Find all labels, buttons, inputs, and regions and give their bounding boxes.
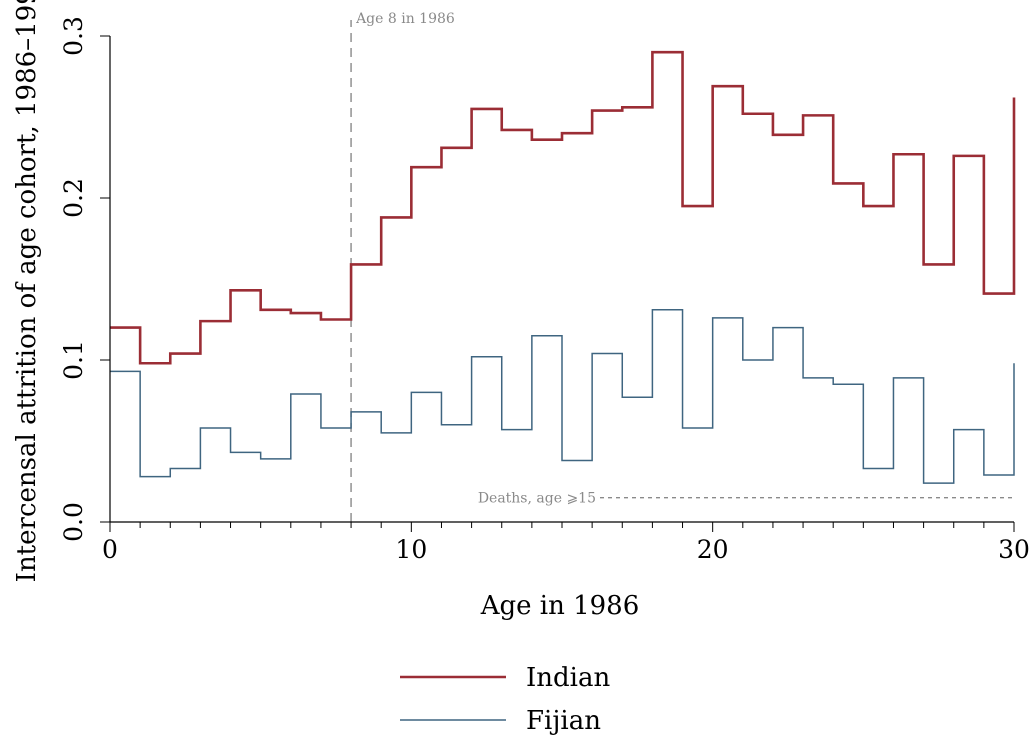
- legend-label-fijian: Fijian: [526, 706, 601, 736]
- x-axis-title: Age in 1986: [480, 591, 640, 621]
- x-tick-label: 10: [395, 535, 427, 564]
- y-axis-title: Intercensal attrition of age cohort, 198…: [12, 0, 42, 582]
- y-tick-label: 0.3: [59, 16, 88, 56]
- x-tick-label: 30: [998, 535, 1030, 564]
- x-tick-label: 20: [697, 535, 729, 564]
- series-line-fijian: [110, 309, 1015, 484]
- y-tick-label: 0.2: [59, 178, 88, 218]
- x-tick-label: 0: [102, 535, 118, 564]
- series-line-indian: [110, 50, 1016, 365]
- y-tick-label: 0.1: [59, 340, 88, 380]
- y-tick-label: 0.0: [59, 502, 88, 542]
- reference-label-age8: Age 8 in 1986: [355, 11, 455, 27]
- reference-lines: Age 8 in 1986 Deaths, age ⩾15: [350, 11, 1014, 522]
- legend-label-indian: Indian: [526, 663, 610, 693]
- reference-label-deaths: Deaths, age ⩾15: [478, 491, 596, 507]
- series-layer: [110, 50, 1016, 484]
- axes: 0 10 20 30 0.0 0.1 0.2 0.3: [59, 16, 1030, 564]
- legend: Indian Fijian: [400, 663, 610, 736]
